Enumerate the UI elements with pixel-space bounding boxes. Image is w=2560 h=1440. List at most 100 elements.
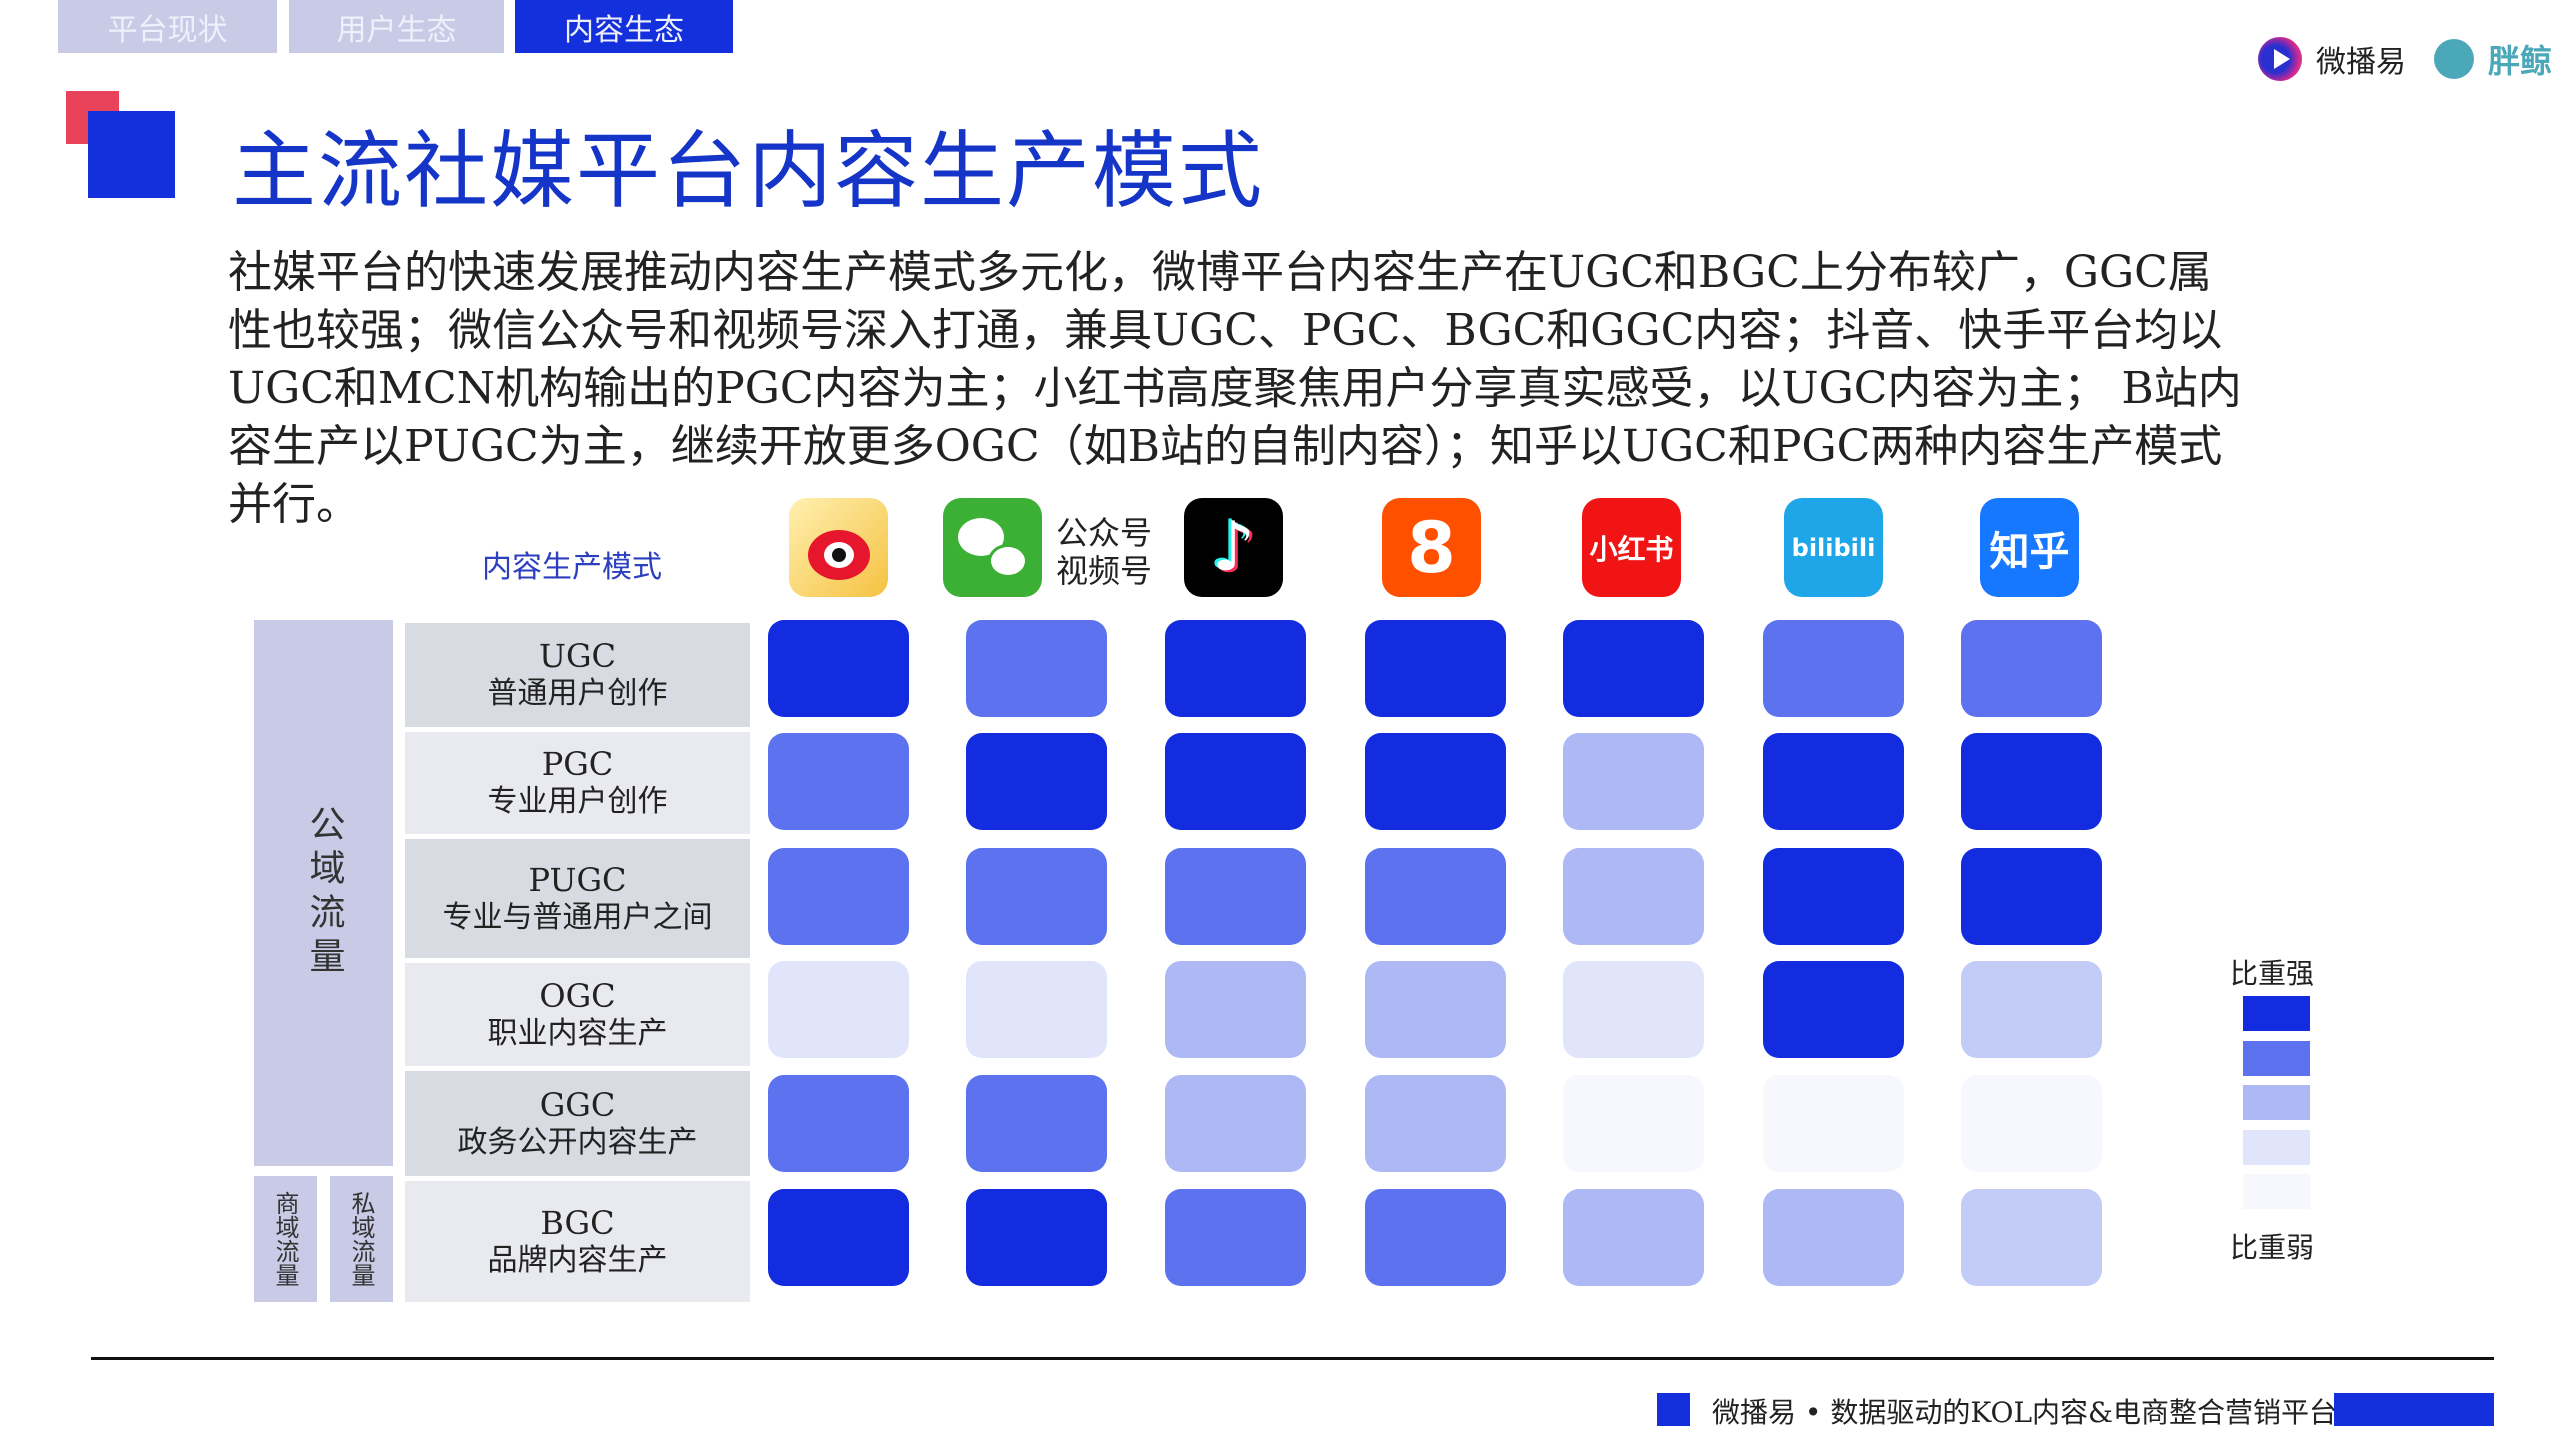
heatmap-cell-weibo-ugc	[768, 620, 909, 717]
weibo-icon	[789, 498, 888, 597]
heatmap-cell-kuaishou-ggc	[1365, 1075, 1506, 1172]
brand-logos: 微播易 胖鲸	[2258, 24, 2552, 94]
heatmap-cell-kuaishou-bgc	[1365, 1189, 1506, 1286]
heatmap-cell-douyin-ggc	[1165, 1075, 1306, 1172]
legend-swatch-level-1	[2243, 1174, 2310, 1209]
page-title: 主流社媒平台内容生产模式	[232, 122, 1265, 220]
zhihu-icon: 知乎	[1980, 498, 2079, 597]
mode-code: PGC	[541, 745, 614, 783]
mode-code: UGC	[538, 637, 616, 675]
heatmap-cell-xiaohongshu-pgc	[1563, 733, 1704, 830]
heatmap-cell-bilibili-bgc	[1763, 1189, 1904, 1286]
legend-swatch-level-3	[2243, 1085, 2310, 1120]
heatmap-cell-wechat-ugc	[966, 620, 1107, 717]
weiboyi-logo-text: 微播易	[2316, 45, 2406, 80]
heatmap-cell-bilibili-ogc	[1763, 961, 1904, 1058]
mode-label-pgc: PGC 专业用户创作	[405, 732, 750, 834]
summary-line: 并行。	[228, 479, 360, 530]
title-deco-blue	[88, 111, 175, 198]
mode-label-ugc: UGC 普通用户创作	[405, 623, 750, 727]
footer-divider	[91, 1357, 2494, 1360]
legend-swatch-level-5	[2243, 996, 2310, 1031]
heatmap-cell-douyin-pugc	[1165, 848, 1306, 945]
heatmap-cell-douyin-ugc	[1165, 620, 1306, 717]
heatmap-cell-wechat-bgc	[966, 1189, 1107, 1286]
heatmap-cell-bilibili-pugc	[1763, 848, 1904, 945]
douyin-icon: ♪	[1184, 498, 1283, 597]
mode-label-ggc: GGC 政务公开内容生产	[405, 1071, 750, 1176]
footer-text: 微播易 • 数据驱动的KOL内容&电商整合营销平台	[1712, 1396, 2337, 1429]
mode-code: BGC	[540, 1203, 615, 1242]
mode-code: OGC	[539, 976, 616, 1015]
tab-platform-status[interactable]: 平台现状	[58, 0, 277, 53]
heatmap-cell-zhihu-ogc	[1961, 961, 2102, 1058]
wechat-caption-official: 公众号	[1056, 514, 1153, 552]
mode-description: 职业内容生产	[487, 1015, 668, 1051]
summary-line: UGC和MCN机构输出的PGC内容为主；小红书高度聚焦用户分享真实感受，以UGC…	[228, 363, 2242, 414]
heatmap-cell-bilibili-ggc	[1763, 1075, 1904, 1172]
private-traffic-label: 私域流量	[330, 1176, 393, 1302]
heatmap-cell-zhihu-pugc	[1961, 848, 2102, 945]
mode-label-ogc: OGC 职业内容生产	[405, 963, 750, 1066]
heatmap-cell-wechat-pgc	[966, 733, 1107, 830]
heatmap-cell-kuaishou-pugc	[1365, 848, 1506, 945]
pangjing-logo-icon	[2434, 39, 2474, 79]
public-traffic-label: 公域流量	[254, 620, 393, 1166]
summary-paragraph: 社媒平台的快速发展推动内容生产模式多元化，微博平台内容生产在UGC和BGC上分布…	[228, 244, 2408, 534]
heatmap-cell-kuaishou-pgc	[1365, 733, 1506, 830]
legend-strong-label: 比重强	[2230, 957, 2315, 990]
pangjing-logo-text: 胖鲸	[2488, 42, 2553, 80]
summary-line: 社媒平台的快速发展推动内容生产模式多元化，微博平台内容生产在UGC和BGC上分布…	[228, 247, 2212, 298]
mode-description: 专业与普通用户之间	[442, 899, 713, 935]
mode-description: 政务公开内容生产	[457, 1124, 698, 1160]
heatmap-cell-weibo-ggc	[768, 1075, 909, 1172]
legend-weak-label: 比重弱	[2230, 1231, 2315, 1264]
heatmap-cell-xiaohongshu-ggc	[1563, 1075, 1704, 1172]
mode-code: PUGC	[528, 860, 627, 899]
heatmap-cell-wechat-ggc	[966, 1075, 1107, 1172]
heatmap-cell-bilibili-ugc	[1763, 620, 1904, 717]
heatmap-cell-kuaishou-ugc	[1365, 620, 1506, 717]
wechat-caption: 公众号 视频号	[1056, 514, 1152, 590]
summary-line: 性也较强；微信公众号和视频号深入打通，兼具UGC、PGC、BGC和GGC内容；抖…	[228, 305, 2223, 356]
mode-label-bgc: BGC 品牌内容生产	[405, 1181, 750, 1302]
wechat-caption-channels: 视频号	[1056, 552, 1153, 590]
wechat-icon	[943, 498, 1042, 597]
heatmap-cell-xiaohongshu-pugc	[1563, 848, 1704, 945]
footer-bar	[2334, 1393, 2494, 1426]
bilibili-icon: bilibili	[1784, 498, 1883, 597]
heatmap-cell-weibo-pgc	[768, 733, 909, 830]
heatmap-cell-douyin-ogc	[1165, 961, 1306, 1058]
heatmap-cell-zhihu-pgc	[1961, 733, 2102, 830]
kuaishou-icon: 8	[1382, 498, 1481, 597]
mode-description: 品牌内容生产	[487, 1242, 668, 1278]
tab-user-ecosystem[interactable]: 用户生态	[289, 0, 504, 53]
tab-content-ecosystem[interactable]: 内容生态	[515, 0, 733, 53]
summary-line: 容生产以PUGC为主，继续开放更多OGC（如B站的自制内容）；知乎以UGC和PG…	[228, 421, 2223, 472]
legend-swatch-level-2	[2243, 1129, 2310, 1165]
heatmap-cell-bilibili-pgc	[1763, 733, 1904, 830]
heatmap-cell-zhihu-bgc	[1961, 1189, 2102, 1286]
heatmap-cell-xiaohongshu-bgc	[1563, 1189, 1704, 1286]
heatmap-cell-douyin-pgc	[1165, 733, 1306, 830]
mode-description: 普通用户创作	[487, 676, 668, 711]
heatmap-cell-wechat-pugc	[966, 848, 1107, 945]
footer-square	[1657, 1393, 1690, 1426]
mode-description: 专业用户创作	[487, 784, 668, 819]
heatmap-cell-kuaishou-ogc	[1365, 961, 1506, 1058]
heatmap-cell-weibo-pugc	[768, 848, 909, 945]
heatmap-cell-zhihu-ggc	[1961, 1075, 2102, 1172]
heatmap-cell-wechat-ogc	[966, 961, 1107, 1058]
heatmap-cell-xiaohongshu-ogc	[1563, 961, 1704, 1058]
heatmap-cell-weibo-bgc	[768, 1189, 909, 1286]
mode-code: GGC	[539, 1085, 616, 1124]
heatmap-cell-xiaohongshu-ugc	[1563, 620, 1704, 717]
commerce-traffic-label: 商域流量	[254, 1176, 317, 1302]
mode-label-pugc: PUGC 专业与普通用户之间	[405, 839, 750, 958]
heatmap-cell-zhihu-ugc	[1961, 620, 2102, 717]
legend-swatch-level-4	[2243, 1040, 2310, 1076]
heatmap-cell-douyin-bgc	[1165, 1189, 1306, 1286]
matrix-header-label: 内容生产模式	[482, 550, 662, 585]
xiaohongshu-icon: 小红书	[1582, 498, 1681, 597]
weiboyi-logo-icon	[2258, 37, 2302, 81]
